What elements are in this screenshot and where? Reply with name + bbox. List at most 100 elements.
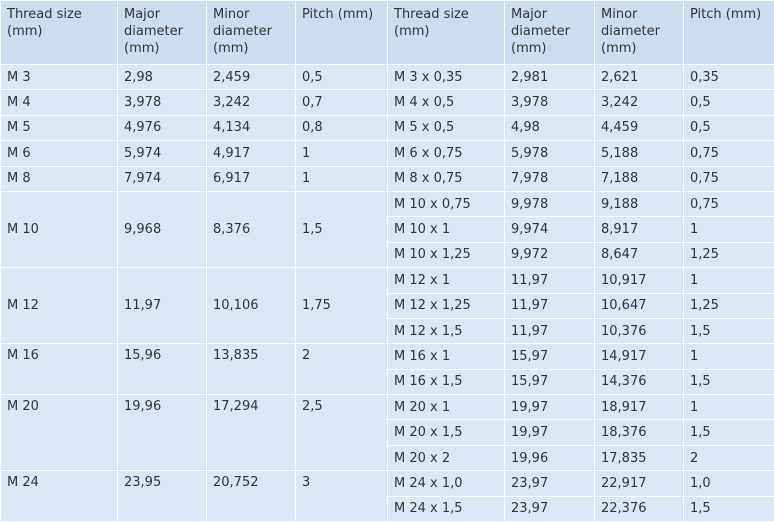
- table-row: M 8 7,974 6,917 1 M 8 x 0,75 7,978 7,188 0,75: [0, 165, 774, 192]
- header-cell: Minor diameter (mm): [594, 0, 684, 65]
- header-cell: Pitch (mm): [295, 0, 388, 65]
- fine-cell: M 24 x 1,5: [387, 495, 505, 522]
- fine-cell: 1: [683, 394, 774, 421]
- fine-cell: M 6 x 0,75: [387, 140, 505, 167]
- fine-cell: 0,35: [683, 63, 774, 91]
- header-cell: Major diameter (mm): [117, 0, 207, 65]
- fine-cell: 0,75: [683, 140, 774, 167]
- coarse-cell: M 24: [0, 470, 118, 522]
- fine-cell: M 20 x 1: [387, 394, 505, 421]
- fine-cell: 19,97: [504, 419, 595, 446]
- fine-cell: 4,98: [504, 114, 595, 142]
- fine-cell: 1: [683, 343, 774, 370]
- coarse-cell: 3: [295, 470, 388, 522]
- table-row: M 16 x 1,5 15,97 14,376 1,5: [1, 368, 774, 396]
- fine-cell: 7,188: [594, 165, 684, 192]
- fine-cell: 19,96: [504, 444, 595, 472]
- coarse-cell: 1,75: [295, 267, 388, 345]
- table-row: M 5 4,976 4,134 0,8 M 5 x 0,5 4,98 4,459 0,5: [0, 114, 774, 142]
- fine-cell: 8,647: [594, 241, 684, 269]
- coarse-cell: M 5: [0, 114, 118, 142]
- fine-cell: M 10 x 1: [387, 216, 505, 243]
- header-row: Thread size (mm) Major diameter (mm) Minor…: [0, 0, 774, 65]
- coarse-cell: 5,974: [117, 140, 207, 167]
- fine-cell: M 20 x 2: [387, 444, 505, 472]
- fine-cell: 1,5: [683, 495, 774, 522]
- fine-cell: 10,917: [594, 267, 684, 294]
- fine-cell: 1,5: [683, 317, 774, 345]
- fine-cell: 3,242: [594, 89, 684, 116]
- coarse-cell: M 10: [0, 190, 118, 269]
- header-cell: Major diameter (mm): [504, 0, 595, 65]
- fine-cell: 17,835: [594, 444, 684, 472]
- fine-cell: 0,75: [683, 190, 774, 218]
- coarse-cell: 11,97: [117, 267, 207, 345]
- fine-cell: 18,917: [594, 394, 684, 421]
- coarse-cell: 1: [295, 165, 388, 192]
- fine-cell: M 5 x 0,5: [387, 114, 505, 142]
- table-row: M 16 15,96 13,835 2 M 16 x 1 15,97 14,917 1: [0, 343, 774, 396]
- fine-cell: 9,978: [504, 190, 595, 218]
- table-row: M 24 23,95 20,752 3 M 24 x 1,0 23,97 22,917 1,0: [0, 470, 774, 522]
- coarse-cell: M 4: [0, 89, 118, 116]
- coarse-cell: 2,459: [206, 63, 296, 91]
- fine-cell: M 10 x 1,25: [387, 241, 505, 269]
- fine-cell: 22,376: [594, 495, 684, 522]
- coarse-cell: 9,968: [117, 190, 207, 269]
- fine-cell: 3,978: [504, 89, 595, 116]
- fine-cell: 1,25: [683, 292, 774, 319]
- fine-cell: 9,972: [504, 241, 595, 269]
- header-cell: Thread size (mm): [0, 0, 118, 65]
- coarse-cell: 4,917: [206, 140, 296, 167]
- header-cell: Thread size (mm): [387, 0, 505, 65]
- fine-cell: 5,978: [504, 140, 595, 167]
- coarse-cell: 3,978: [117, 89, 207, 116]
- coarse-cell: 1,5: [295, 190, 388, 269]
- fine-cell: 8,917: [594, 216, 684, 243]
- fine-cell: 18,376: [594, 419, 684, 446]
- fine-cell: 1,5: [683, 368, 774, 396]
- fine-cell: M 12 x 1,25: [387, 292, 505, 319]
- table-row: M 20 x 2 19,96 17,835 2: [1, 444, 774, 472]
- fine-cell: 2,981: [504, 63, 595, 91]
- fine-cell: 23,97: [504, 495, 595, 522]
- coarse-cell: 23,95: [117, 470, 207, 522]
- fine-cell: 14,917: [594, 343, 684, 370]
- fine-cell: M 16 x 1: [387, 343, 505, 370]
- fine-cell: 4,459: [594, 114, 684, 142]
- fine-cell: 11,97: [504, 317, 595, 345]
- fine-cell: M 10 x 0,75: [387, 190, 505, 218]
- coarse-cell: 13,835: [206, 343, 296, 396]
- coarse-cell: M 8: [0, 165, 118, 192]
- table-row: M 4 3,978 3,242 0,7 M 4 x 0,5 3,978 3,242 0,5: [0, 89, 774, 116]
- fine-cell: 7,978: [504, 165, 595, 192]
- fine-cell: 0,5: [683, 114, 774, 142]
- fine-cell: M 20 x 1,5: [387, 419, 505, 446]
- table-row: M 20 x 1,5 19,97 18,376 1,5: [1, 419, 774, 446]
- fine-cell: 22,917: [594, 470, 684, 497]
- coarse-cell: 19,96: [117, 394, 207, 472]
- table-body: M 3 2,98 2,459 0,5 M 3 x 0,35 2,981 2,621 0,35 M…: [0, 63, 774, 522]
- coarse-cell: 0,5: [295, 63, 388, 91]
- fine-cell: M 4 x 0,5: [387, 89, 505, 116]
- coarse-cell: 6,917: [206, 165, 296, 192]
- coarse-cell: 15,96: [117, 343, 207, 396]
- fine-cell: 0,5: [683, 89, 774, 116]
- coarse-cell: M 6: [0, 140, 118, 167]
- fine-cell: 11,97: [504, 292, 595, 319]
- coarse-cell: 8,376: [206, 190, 296, 269]
- fine-cell: 2: [683, 444, 774, 472]
- table-row: M 20 19,96 17,294 2,5 M 20 x 1 19,97 18,917 1: [0, 394, 774, 472]
- table-row: M 10 x 1,25 9,972 8,647 1,25: [1, 241, 774, 269]
- fine-cell: 1: [683, 267, 774, 294]
- fine-cell: 11,97: [504, 267, 595, 294]
- fine-cell: M 12 x 1,5: [387, 317, 505, 345]
- fine-cell: 15,97: [504, 368, 595, 396]
- coarse-cell: 20,752: [206, 470, 296, 522]
- coarse-cell: 1: [295, 140, 388, 167]
- fine-cell: 9,974: [504, 216, 595, 243]
- fine-cell: 2,621: [594, 63, 684, 91]
- coarse-cell: 4,976: [117, 114, 207, 142]
